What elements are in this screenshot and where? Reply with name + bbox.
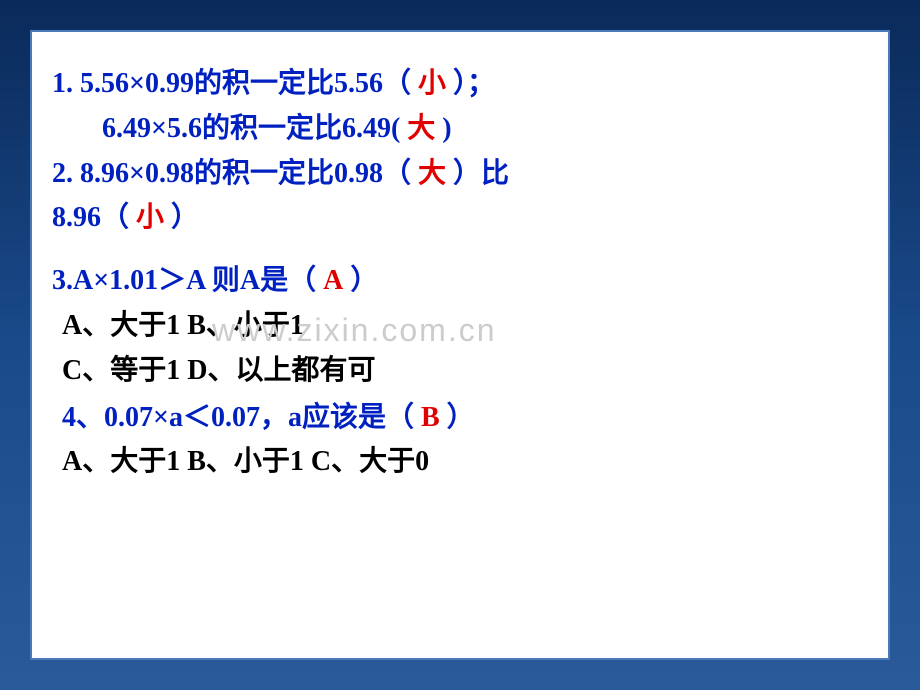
question-3: 3.A×1.01＞A 则A是（ A ） xyxy=(52,259,868,304)
question-4-options: A、大于1 B、小于1 C、大于0 xyxy=(52,440,868,485)
slide-container: www.zixin.com.cn 1. 5.56×0.99的积一定比5.56（ … xyxy=(30,30,890,660)
q2-line1-answer: 大 xyxy=(418,158,446,189)
q3-opts-line1: A、大于1 B、小于1 xyxy=(62,310,304,341)
q3-stem-tail: ） xyxy=(350,265,378,296)
question-3-options-1: A、大于1 B、小于1 xyxy=(52,304,868,349)
q4-stem: 4、0.07×a＜0.07，a应该是（ xyxy=(62,402,414,433)
q1-line2-answer: 大 xyxy=(407,113,435,144)
q1-line1-tail: ）； xyxy=(453,68,495,99)
q2-line1-tail: ）比 xyxy=(453,158,509,189)
q1-line2-tail: ) xyxy=(442,113,451,144)
question-2: 2. 8.96×0.98的积一定比0.98（ 大 ）比 xyxy=(52,152,868,197)
q3-stem: 3.A×1.01＞A 则A是（ xyxy=(52,265,316,296)
q1-line1-answer: 小 xyxy=(418,68,446,99)
question-1-line2: 6.49×5.6的积一定比6.49( 大 ) xyxy=(52,107,868,152)
q2-line1-text: 2. 8.96×0.98的积一定比0.98（ xyxy=(52,158,411,189)
question-4: 4、0.07×a＜0.07，a应该是（ B ） xyxy=(52,396,868,441)
q2-line2-answer: 小 xyxy=(136,202,164,233)
q3-opts-line2: C、等于1 D、以上都有可 xyxy=(62,355,375,386)
q2-line2-tail: ） xyxy=(171,202,199,233)
q3-answer: A xyxy=(323,265,343,296)
question-2-line2: 8.96（ 小 ） xyxy=(52,196,868,241)
question-3-options-2: C、等于1 D、以上都有可 xyxy=(52,349,868,394)
q4-stem-tail: ） xyxy=(447,402,475,433)
q1-line1-text: 1. 5.56×0.99的积一定比5.56（ xyxy=(52,68,411,99)
question-1: 1. 5.56×0.99的积一定比5.56（ 小 ）； xyxy=(52,62,868,107)
q1-line2-text: 6.49×5.6的积一定比6.49( xyxy=(102,113,400,144)
q4-opts: A、大于1 B、小于1 C、大于0 xyxy=(62,446,429,477)
q4-answer: B xyxy=(421,402,440,433)
q2-line2-text: 8.96（ xyxy=(52,202,129,233)
